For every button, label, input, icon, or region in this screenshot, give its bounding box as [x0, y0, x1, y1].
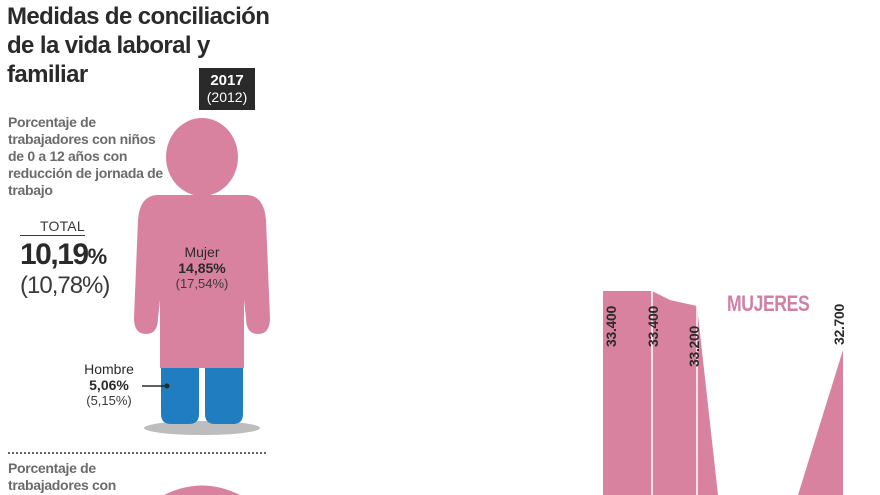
figure-body-women [134, 195, 270, 368]
area-value-label-3: 33.200 [686, 325, 702, 367]
figure-men-pointer-dot [164, 383, 170, 389]
section-divider [8, 452, 266, 454]
person-figure [134, 118, 270, 435]
year-previous: (2012) [206, 89, 248, 105]
women-label-block: Mujer 14,85% (17,54%) [160, 244, 244, 292]
total-label: TOTAL [20, 218, 85, 236]
figure-shadow [144, 421, 260, 435]
chart-title: Medidas de conciliación de la vida labor… [7, 3, 270, 88]
subheading-reduced-hours: Porcentaje de trabajadores con niños de … [8, 114, 163, 198]
total-block: TOTAL 10,19% (10,78%) [20, 218, 120, 298]
figure-legs-men [161, 368, 243, 424]
area-mujeres-main [603, 291, 718, 495]
total-value-number: 10,19 [20, 238, 89, 271]
figure-head [166, 118, 238, 196]
women-label: Mujer [184, 244, 220, 260]
subheading-second: Porcentaje de trabajadores con [8, 460, 117, 493]
year-current: 2017 [210, 72, 244, 89]
second-figure-head [164, 485, 240, 495]
area-chart [603, 291, 843, 495]
women-previous: (17,54%) [175, 276, 229, 291]
total-value: 10,19% [20, 238, 120, 274]
area-value-label-1: 33.400 [603, 305, 619, 347]
total-value-unit: % [87, 244, 108, 269]
men-label: Hombre [84, 361, 134, 377]
area-value-label-4: 32.700 [831, 303, 847, 345]
men-value: 5,06% [89, 377, 129, 393]
year-badge: 2017 (2012) [199, 68, 255, 110]
series-label-mujeres: MUJERES [727, 291, 810, 316]
area-mujeres-right [798, 350, 843, 495]
men-previous: (5,15%) [86, 393, 132, 408]
men-label-block: Hombre 5,06% (5,15%) [74, 361, 144, 409]
women-value: 14,85% [178, 260, 226, 276]
area-value-label-2: 33.400 [645, 305, 661, 347]
total-previous: (10,78%) [20, 272, 110, 299]
